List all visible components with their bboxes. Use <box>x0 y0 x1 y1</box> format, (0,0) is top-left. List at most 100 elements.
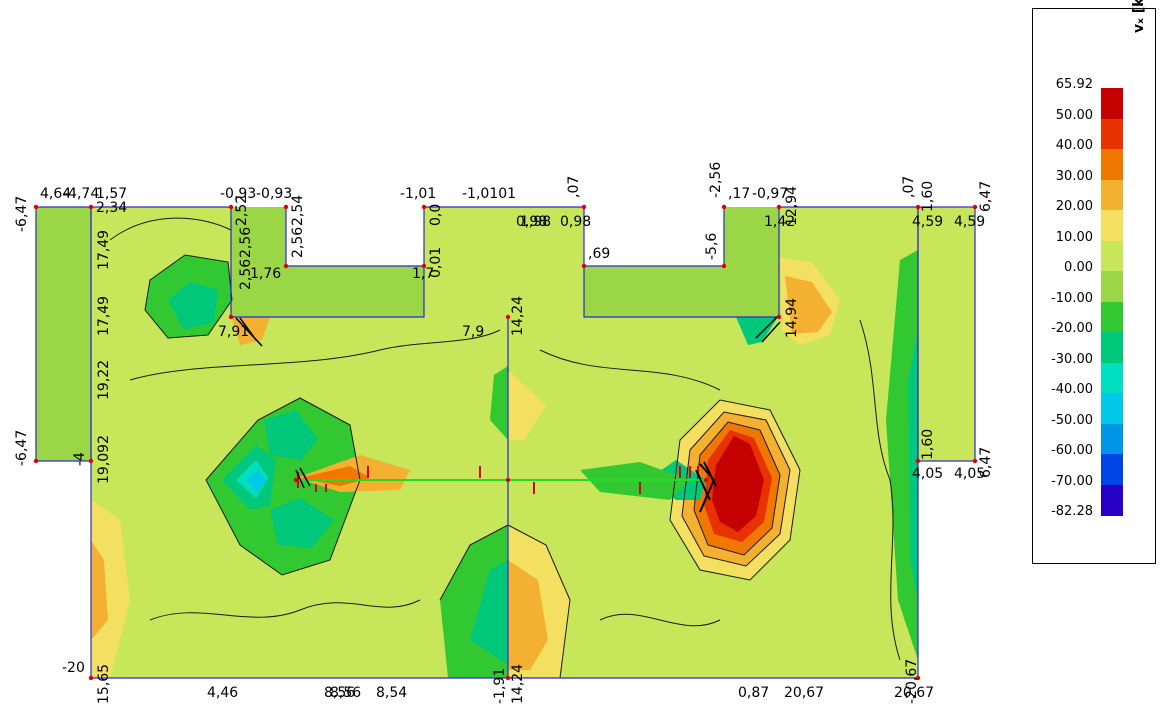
value-label: 8,56 <box>324 685 355 701</box>
node <box>776 204 782 210</box>
slab-left-strip <box>36 207 91 461</box>
notch-hatch-right <box>755 315 781 343</box>
node <box>776 314 782 320</box>
value-label: -5,6 <box>704 233 720 260</box>
legend-title: vₓ [kN/m] <box>1131 0 1147 33</box>
value-label: -6,47 <box>14 196 30 232</box>
notch-hatch-left <box>235 317 263 347</box>
zone-50-lr <box>712 436 764 532</box>
node <box>283 204 289 210</box>
legend-level-label: -40.00 <box>1051 382 1093 397</box>
legend-level-label: -30.00 <box>1051 351 1093 367</box>
value-label: 1,57 <box>96 186 127 202</box>
value-label: 2,56 <box>290 227 306 258</box>
node <box>33 458 39 464</box>
legend-color-swatch <box>1101 179 1123 211</box>
contour-line-5 <box>693 421 781 556</box>
zone-neg-ll-lobe-up <box>264 410 318 460</box>
node <box>703 477 709 483</box>
value-label: ,07 <box>566 176 582 198</box>
value-label: 4,05 <box>954 466 985 482</box>
legend-color-swatch <box>1101 301 1123 333</box>
legend-level-label: -82.28 <box>1051 504 1093 519</box>
value-label: -20,67 <box>904 659 920 704</box>
value-label: 4,59 <box>912 214 943 230</box>
contour-line-4 <box>681 411 791 567</box>
contour-fill <box>36 207 975 678</box>
value-label: -20 <box>62 660 85 676</box>
node <box>88 458 94 464</box>
value-label: 6,47 <box>978 181 994 212</box>
value-label: 0,01 <box>428 247 444 278</box>
value-label: 7,9 <box>462 324 484 340</box>
legend-color-swatch <box>1101 454 1123 485</box>
node <box>88 675 94 681</box>
value-label: 4,59 <box>954 214 985 230</box>
value-label: 0,98 <box>516 214 547 230</box>
legend-level-label: -60.00 <box>1051 443 1093 458</box>
value-label: 2,56 <box>238 227 254 258</box>
zone-neg-right-band <box>908 330 918 600</box>
node <box>721 263 727 269</box>
value-label: 1,60 <box>920 429 936 460</box>
value-label: -1,0101 <box>462 186 516 202</box>
value-label: -4 <box>72 452 88 466</box>
wall-end-hatch-left <box>295 467 311 489</box>
legend-level-label: -70.00 <box>1051 473 1093 489</box>
value-label: 20,67 <box>784 685 824 701</box>
legend-level-label: 30.00 <box>1055 168 1093 184</box>
contour-line-10 <box>539 349 721 391</box>
node <box>293 477 299 483</box>
value-label: 15,65 <box>96 664 112 704</box>
node <box>283 263 289 269</box>
value-label: 2,52 <box>234 195 250 226</box>
value-label: 14,94 <box>784 298 800 338</box>
zone-pos-lc-in <box>508 560 548 670</box>
value-label: 0,98 <box>560 214 591 230</box>
contour-lines <box>109 217 901 679</box>
wall-line <box>235 315 781 513</box>
value-label: 1,60 <box>920 181 936 212</box>
legend-level-label: 0.00 <box>1064 260 1093 275</box>
legend-color-swatch <box>1101 149 1123 180</box>
node <box>421 263 427 269</box>
legend-level-label: 20.00 <box>1055 199 1093 214</box>
zone-30-ur <box>785 276 832 334</box>
contour-line-3 <box>669 399 801 581</box>
zone-10-20-left <box>91 500 130 678</box>
value-label: -0,97 <box>752 186 788 202</box>
value-label: 4,46 <box>207 685 238 701</box>
node <box>88 204 94 210</box>
node <box>505 314 511 320</box>
value-label: 1,42 <box>764 214 795 230</box>
value-label: ,07 <box>901 176 917 198</box>
value-label: 0,0 <box>428 204 444 226</box>
value-label: 1,98 <box>520 214 551 230</box>
zone-neg-ll-lobe-down <box>270 498 334 548</box>
legend-color-swatch <box>1101 362 1123 394</box>
node <box>721 204 727 210</box>
legend-color-swatch <box>1101 240 1123 272</box>
legend-level-label: -50.00 <box>1051 412 1093 428</box>
contour-line-11 <box>859 319 901 661</box>
value-labels: 4,64-6,47-4,741,572,34-0,93 -0,932,542,52… <box>14 162 994 704</box>
value-label: 20,67 <box>894 685 934 701</box>
node <box>972 458 978 464</box>
node <box>228 314 234 320</box>
legend-level-label: -10.00 <box>1051 290 1093 306</box>
legend-color-swatch <box>1101 423 1123 455</box>
value-label: 2,34 <box>96 200 127 216</box>
value-label: 17,49 <box>96 296 112 336</box>
contour-line-8 <box>109 217 232 241</box>
node <box>581 263 587 269</box>
value-label: 0,87 <box>738 685 769 701</box>
zone-pos-center <box>508 370 546 440</box>
value-label: 2,56 <box>238 259 254 290</box>
legend-color-swatch <box>1101 271 1123 302</box>
zone-0-2 <box>584 207 779 317</box>
value-label: ,69 <box>588 246 610 262</box>
contour-line-9 <box>129 329 501 381</box>
node <box>33 204 39 210</box>
node <box>581 204 587 210</box>
